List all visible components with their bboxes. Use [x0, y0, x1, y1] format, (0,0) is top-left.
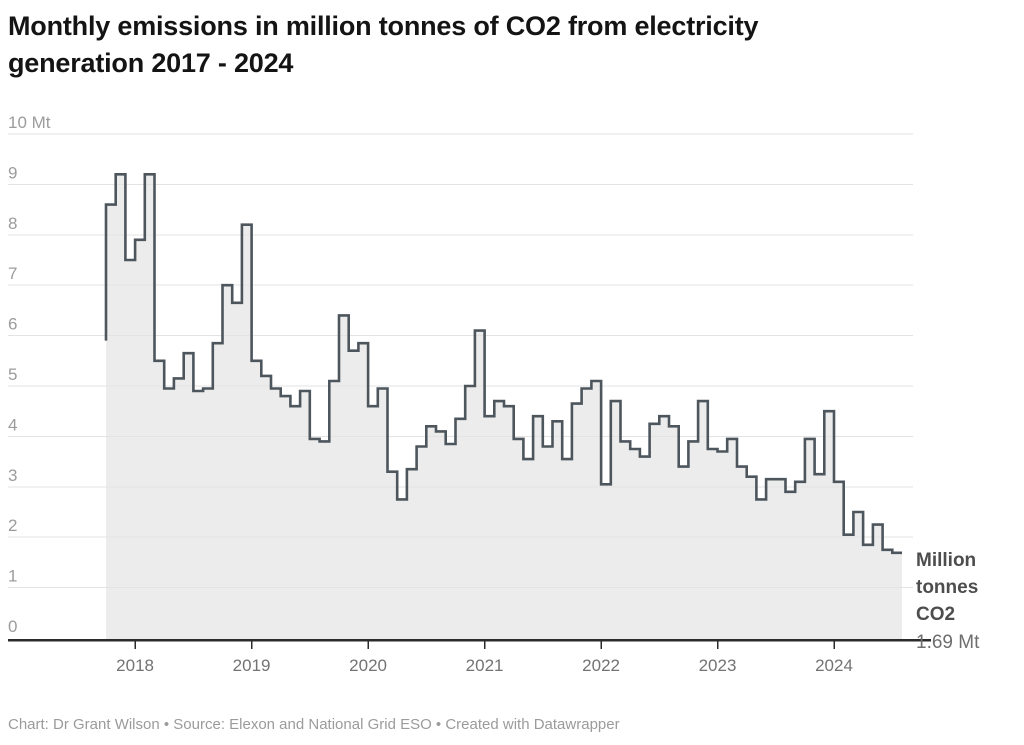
y-axis-label: 8 — [8, 214, 17, 233]
chart-title: Monthly emissions in million tonnes of C… — [8, 8, 1016, 82]
x-axis-label: 2022 — [582, 656, 620, 675]
y-axis-label: 4 — [8, 415, 17, 434]
annotation-unit-line2: tonnes — [916, 577, 979, 598]
x-axis-label: 2019 — [233, 656, 271, 675]
annotation-unit-line1: Million — [916, 550, 977, 571]
attribution-footer: Chart: Dr Grant Wilson • Source: Elexon … — [8, 716, 620, 733]
y-axis-label: 9 — [8, 163, 17, 182]
chart-title-line1: Monthly emissions in million tonnes of C… — [8, 11, 759, 41]
emissions-line — [104, 173, 902, 555]
annotation-unit-line3: CO2 — [916, 604, 956, 625]
x-axis-label: 2018 — [116, 656, 154, 675]
y-axis-label: 1 — [8, 567, 17, 586]
y-axis-label: 2 — [8, 516, 17, 535]
y-axis-label: 5 — [8, 365, 17, 384]
y-axis-label: 3 — [8, 466, 17, 485]
y-axis-label: 6 — [8, 315, 17, 334]
annotation-last-value: 1.69 Mt — [916, 632, 980, 653]
x-axis-label: 2024 — [815, 656, 853, 675]
y-axis-label: 10 Mt — [8, 113, 51, 132]
y-axis-label: 0 — [8, 617, 17, 636]
x-axis-label: 2023 — [699, 656, 737, 675]
chart-title-line2: generation 2017 - 2024 — [8, 48, 294, 78]
y-axis-label: 7 — [8, 264, 17, 283]
series-annotation: Million tonnes CO2 1.69 Mt — [916, 547, 1020, 656]
x-axis-label: 2021 — [466, 656, 504, 675]
x-axis-label: 2020 — [349, 656, 387, 675]
